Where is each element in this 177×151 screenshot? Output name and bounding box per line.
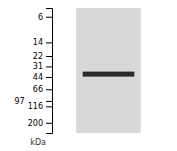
tick-label: 116 <box>28 102 43 111</box>
tick-label: 200 <box>28 119 43 128</box>
tick-label: 6 <box>38 13 43 22</box>
lane <box>76 8 141 133</box>
axis-line <box>46 9 53 134</box>
tick-mark <box>46 101 52 102</box>
tick-label: 14 <box>33 38 43 47</box>
tick-mark <box>46 77 52 78</box>
tick: 31 <box>33 62 52 71</box>
chart: 200 11697 66 44 3122 14 6 kDa <box>0 0 177 151</box>
tick-label: 22 <box>33 52 43 61</box>
tick-mark <box>46 56 52 57</box>
tick: 44 <box>33 73 52 82</box>
band <box>83 72 135 77</box>
tick-label: 66 <box>33 85 43 94</box>
tick-mark <box>46 42 52 43</box>
axis-title: kDa <box>30 138 46 147</box>
tick-mark <box>46 106 52 107</box>
marks <box>76 8 141 133</box>
tick-mark <box>46 89 52 90</box>
tick: 66 <box>33 85 52 94</box>
tick: 22 <box>33 52 52 61</box>
tick-label: 31 <box>33 62 43 71</box>
y-axis: 200 11697 66 44 3122 14 6 <box>15 9 53 134</box>
tick: 6 <box>38 13 52 22</box>
tick: 116 <box>28 102 52 111</box>
tick-label: 97 <box>15 97 25 106</box>
tick-mark <box>46 123 52 124</box>
tick: 14 <box>33 38 52 47</box>
tick-mark <box>46 17 52 18</box>
plot: 200 11697 66 44 3122 14 6 kDa <box>15 8 141 147</box>
tick: 200 <box>28 119 52 128</box>
tick: 97 <box>15 97 52 106</box>
tick-label: 44 <box>33 73 43 82</box>
tick-mark <box>46 66 52 67</box>
